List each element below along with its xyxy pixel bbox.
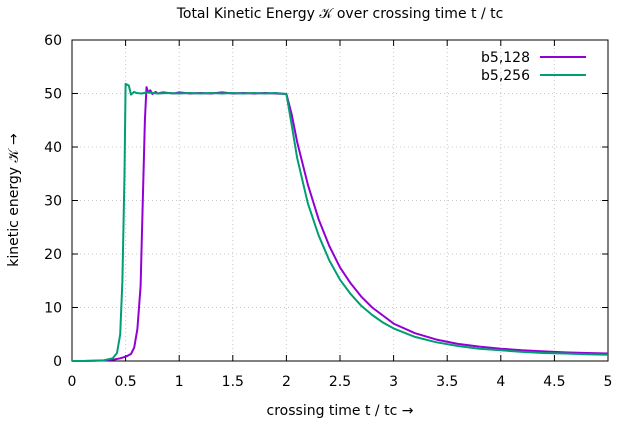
chart-title: Total Kinetic Energy 𝒦 over crossing tim…: [176, 6, 504, 22]
grid: [72, 40, 608, 361]
y-tick-label: 0: [53, 354, 62, 370]
x-tick-label: 1.5: [222, 374, 244, 390]
y-tick-label: 20: [44, 247, 62, 263]
y-tick-label: 10: [44, 301, 62, 317]
x-axis-label: crossing time t / tc →: [267, 403, 414, 419]
legend: b5,128 b5,256: [481, 50, 586, 84]
x-tick-label: 1: [175, 374, 184, 390]
y-axis-label: kinetic energy 𝒦 →: [6, 133, 22, 267]
series-lines: [72, 82, 609, 362]
y-tick-label: 40: [44, 140, 62, 156]
x-tick-label: 0: [68, 374, 77, 390]
x-tick-label: 2.5: [329, 374, 351, 390]
x-tick-label: 5: [604, 374, 613, 390]
y-tick-label: 50: [44, 87, 62, 103]
y-tick-label: 60: [44, 33, 62, 49]
x-tick-label: 0.5: [114, 374, 136, 390]
series-line-2: [72, 82, 609, 362]
x-tick-label: 4: [496, 374, 505, 390]
legend-label: b5,256: [481, 68, 530, 84]
y-tick-label: 30: [44, 194, 62, 210]
x-tick-label: 3.5: [436, 374, 458, 390]
x-tick-label: 3: [389, 374, 398, 390]
legend-label: b5,128: [481, 50, 530, 66]
x-tick-label: 4.5: [543, 374, 565, 390]
x-tick-label: 2: [282, 374, 291, 390]
